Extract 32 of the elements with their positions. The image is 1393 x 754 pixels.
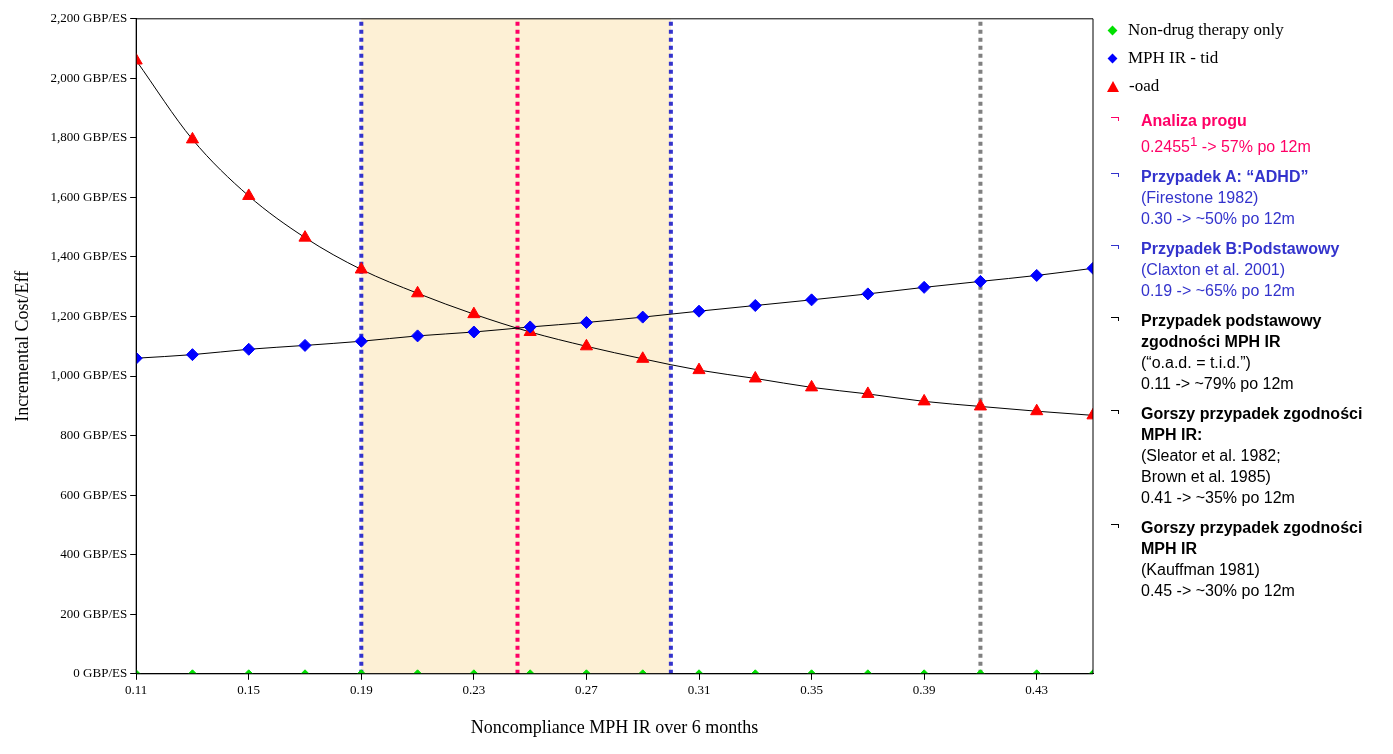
x-tick-label: 0.43: [1025, 682, 1049, 698]
x-tick-label: 0.35: [800, 682, 823, 698]
y-tick-label: 1,200 GBP/ES: [50, 307, 128, 323]
y-tick-label: 2,200 GBP/ES: [50, 10, 128, 26]
text: Przypadek B:Podstawowy (Claxton et al. 2001) 0.19 -> ~65% po 12m: [1141, 239, 1340, 302]
text: Przypadek podstawowy zgodności MPH IR (“o.a.d. = t.i.d.”) 0.11 -> ~79% po 12m: [1141, 311, 1323, 395]
y-tick-label: 200 GBP/ES: [60, 605, 128, 621]
x-axis-title: Noncompliance MPH IR over 6 months: [470, 716, 759, 737]
y-axis-title: Incremental Cost/Eff: [11, 270, 32, 422]
x-tick-label: 0.23: [462, 682, 486, 698]
x-tick-label: 0.31: [687, 682, 711, 698]
legend-label: MPH IR - tid: [1127, 47, 1220, 69]
y-tick-label: 0 GBP/ES: [73, 665, 128, 681]
x-tick-label: 0.39: [912, 682, 936, 698]
text: Gorszy przypadek zgodności MPH IR (Kauffman 1981) 0.45 -> ~30% po 12m: [1141, 518, 1364, 602]
text: Analiza progu 0.2455$^{1}$ -> 57% po 12m: [1141, 111, 1311, 158]
y-tick-label: 600 GBP/ES: [60, 486, 128, 502]
text: Gorszy przypadek zgodności MPH IR: (Sleator et al. 1982; Brown et al. 1985) 0.41 -> ~35% po 12m: [1141, 404, 1364, 509]
x-tick-label: 0.15: [237, 682, 261, 698]
y-tick-label: 1,800 GBP/ES: [50, 129, 128, 145]
y-tick-label: 400 GBP/ES: [60, 546, 128, 562]
text: Przypadek A: “ADHD” (Firestone 1982) 0.30 -> ~50% po 12m: [1141, 167, 1309, 230]
y-tick-label: 1,000 GBP/ES: [50, 367, 128, 383]
y-tick-label: 2,000 GBP/ES: [50, 69, 128, 85]
y-tick-label: 1,600 GBP/ES: [50, 188, 128, 204]
legend-label: Non-drug therapy only: [1127, 19, 1285, 41]
legend-label: -oad: [1128, 75, 1161, 97]
x-tick-label: 0.27: [575, 682, 599, 698]
x-tick-label: 0.11: [125, 682, 148, 698]
y-tick-label: 800 GBP/ES: [60, 427, 128, 443]
x-tick-label: 0.19: [349, 682, 373, 698]
y-tick-label: 1,400 GBP/ES: [50, 248, 128, 264]
